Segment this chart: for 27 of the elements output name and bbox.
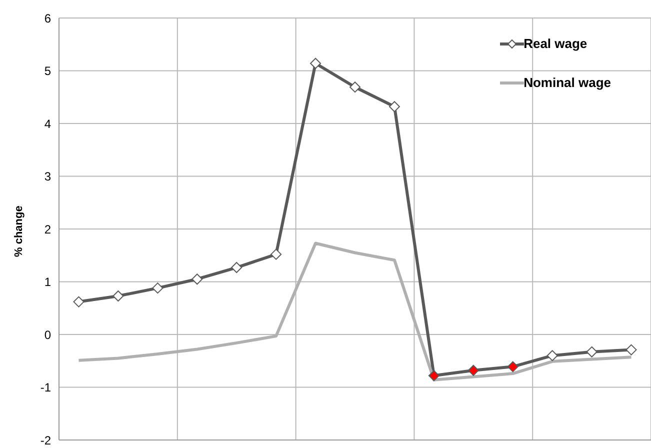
point [112,290,124,302]
y-tick-label: 3 [44,170,52,184]
y-tick-label: 0 [44,328,52,342]
point [586,346,598,358]
legend-label: Nominal wage [524,75,611,90]
y-tick-label: 6 [44,11,52,26]
y-tick-label: 5 [44,64,52,78]
legend-label: Real wage [524,36,588,51]
point [231,262,242,274]
point [192,274,203,285]
point [350,82,360,93]
point [388,101,400,112]
point [468,364,479,376]
point [428,370,440,382]
y-tick-label: -2 [40,433,52,448]
point [152,282,164,294]
y-tick-label: -1 [40,380,52,395]
point [270,248,282,260]
y-tick-label: 4 [44,116,52,131]
y-axis-title: % change [12,206,25,257]
point [310,58,322,69]
point [626,344,637,356]
point [507,361,518,372]
y-tick-label: 2 [44,222,52,236]
y-tick-label: 1 [44,275,52,290]
point [73,296,84,308]
point [546,350,558,362]
